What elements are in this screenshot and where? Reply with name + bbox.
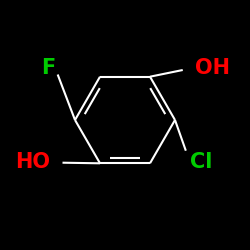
Text: F: F — [41, 58, 55, 78]
Text: OH: OH — [195, 58, 230, 78]
Text: Cl: Cl — [190, 152, 212, 172]
Text: HO: HO — [15, 152, 50, 172]
